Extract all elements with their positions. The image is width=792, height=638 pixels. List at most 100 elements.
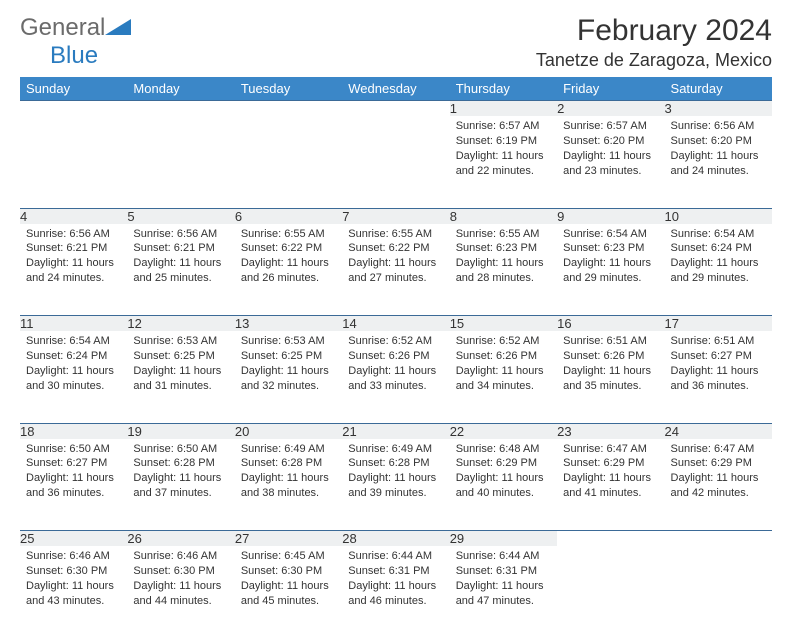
day-number-cell: 28 <box>342 531 449 547</box>
sunset-text: Sunset: 6:26 PM <box>348 349 443 364</box>
daylight-text: Daylight: 11 hours and 46 minutes. <box>348 579 443 609</box>
sunset-text: Sunset: 6:30 PM <box>133 564 228 579</box>
calendar-head: SundayMondayTuesdayWednesdayThursdayFrid… <box>20 77 772 101</box>
day-detail-cell: Sunrise: 6:48 AMSunset: 6:29 PMDaylight:… <box>450 439 557 531</box>
calendar-table: SundayMondayTuesdayWednesdayThursdayFrid… <box>20 77 772 638</box>
day-header-row: SundayMondayTuesdayWednesdayThursdayFrid… <box>20 77 772 101</box>
day-detail-cell: Sunrise: 6:56 AMSunset: 6:20 PMDaylight:… <box>665 116 772 208</box>
day-detail-cell: Sunrise: 6:51 AMSunset: 6:27 PMDaylight:… <box>665 331 772 423</box>
sunrise-text: Sunrise: 6:54 AM <box>563 227 658 242</box>
daylight-text: Daylight: 11 hours and 43 minutes. <box>26 579 121 609</box>
day-detail: Sunrise: 6:57 AMSunset: 6:20 PMDaylight:… <box>557 116 664 184</box>
sunset-text: Sunset: 6:26 PM <box>456 349 551 364</box>
day-number-cell: 29 <box>450 531 557 547</box>
week-detail-row: Sunrise: 6:57 AMSunset: 6:19 PMDaylight:… <box>20 116 772 208</box>
sunset-text: Sunset: 6:24 PM <box>671 241 766 256</box>
day-detail: Sunrise: 6:52 AMSunset: 6:26 PMDaylight:… <box>342 331 449 399</box>
sunset-text: Sunset: 6:27 PM <box>26 456 121 471</box>
title-block: February 2024 Tanetze de Zaragoza, Mexic… <box>536 14 772 71</box>
sunrise-text: Sunrise: 6:45 AM <box>241 549 336 564</box>
day-header: Wednesday <box>342 77 449 101</box>
day-number-cell: 22 <box>450 423 557 439</box>
sunrise-text: Sunrise: 6:49 AM <box>241 442 336 457</box>
sunset-text: Sunset: 6:31 PM <box>348 564 443 579</box>
day-detail: Sunrise: 6:51 AMSunset: 6:26 PMDaylight:… <box>557 331 664 399</box>
day-detail-cell: Sunrise: 6:53 AMSunset: 6:25 PMDaylight:… <box>235 331 342 423</box>
week-detail-row: Sunrise: 6:46 AMSunset: 6:30 PMDaylight:… <box>20 546 772 638</box>
day-detail-cell: Sunrise: 6:55 AMSunset: 6:22 PMDaylight:… <box>235 224 342 316</box>
sunset-text: Sunset: 6:29 PM <box>563 456 658 471</box>
week-number-row: 11121314151617 <box>20 316 772 332</box>
day-detail-cell: Sunrise: 6:52 AMSunset: 6:26 PMDaylight:… <box>342 331 449 423</box>
week-detail-row: Sunrise: 6:56 AM Sunset: 6:21 PM Daylight:… <box>20 224 772 316</box>
day-detail: Sunrise: 6:48 AMSunset: 6:29 PMDaylight:… <box>450 439 557 507</box>
day-detail: Sunrise: 6:44 AMSunset: 6:31 PMDaylight:… <box>450 546 557 614</box>
day-detail: Sunrise: 6:46 AMSunset: 6:30 PMDaylight:… <box>20 546 127 614</box>
day-header: Thursday <box>450 77 557 101</box>
sunset-text: Sunset: 6:19 PM <box>456 134 551 149</box>
daylight-text: Daylight: 11 hours and 24 minutes. <box>671 149 766 179</box>
sunset-text: Sunset: 6:29 PM <box>456 456 551 471</box>
sunset-text: Sunset: 6:24 PM <box>26 349 121 364</box>
week-number-row: 18192021222324 <box>20 423 772 439</box>
sunrise-text: Sunrise: 6:56 AM <box>133 227 228 242</box>
day-detail-cell: Sunrise: 6:50 AMSunset: 6:27 PMDaylight:… <box>20 439 127 531</box>
daylight-text: Daylight: 11 hours and 33 minutes. <box>348 364 443 394</box>
day-detail: Sunrise: 6:57 AMSunset: 6:19 PMDaylight:… <box>450 116 557 184</box>
day-detail-cell: Sunrise: 6:56 AMSunset: 6:21 PMDaylight:… <box>127 224 234 316</box>
daylight-text: Daylight: 11 hours and 29 minutes. <box>563 256 658 286</box>
sunset-text: Sunset: 6:22 PM <box>348 241 443 256</box>
sunset-text: Sunset: 6:28 PM <box>348 456 443 471</box>
day-number-cell <box>342 101 449 117</box>
sunset-text: Sunset: 6:31 PM <box>456 564 551 579</box>
sunset-text: Sunset: 6:30 PM <box>26 564 121 579</box>
day-number-cell: 15 <box>450 316 557 332</box>
day-number-cell: 20 <box>235 423 342 439</box>
sunrise-text: Sunrise: 6:51 AM <box>671 334 766 349</box>
day-detail-cell: Sunrise: 6:54 AMSunset: 6:24 PMDaylight:… <box>20 331 127 423</box>
week-number-row: 2526272829 <box>20 531 772 547</box>
logo: General Blue <box>20 14 131 70</box>
daylight-text: Daylight: 11 hours and 41 minutes. <box>563 471 658 501</box>
day-number-cell: 27 <box>235 531 342 547</box>
day-number-cell: 24 <box>665 423 772 439</box>
daylight-text: Daylight: 11 hours and 40 minutes. <box>456 471 551 501</box>
page-title: February 2024 <box>536 14 772 48</box>
day-detail-cell <box>342 116 449 208</box>
day-detail-cell: Sunrise: 6:44 AMSunset: 6:31 PMDaylight:… <box>342 546 449 638</box>
sunrise-text: Sunrise: 6:44 AM <box>348 549 443 564</box>
sunrise-text: Sunrise: 6:44 AM <box>456 549 551 564</box>
day-detail: Sunrise: 6:50 AMSunset: 6:28 PMDaylight:… <box>127 439 234 507</box>
sunrise-text: Sunrise: 6:52 AM <box>456 334 551 349</box>
logo-blue: Blue <box>50 42 98 69</box>
day-detail-cell: Sunrise: 6:46 AMSunset: 6:30 PMDaylight:… <box>127 546 234 638</box>
day-number-cell: 16 <box>557 316 664 332</box>
daylight-text: Daylight: 11 hours and 44 minutes. <box>133 579 228 609</box>
logo-triangle-icon <box>105 14 131 42</box>
calendar-body: 123Sunrise: 6:57 AMSunset: 6:19 PMDaylig… <box>20 101 772 638</box>
day-detail: Sunrise: 6:45 AMSunset: 6:30 PMDaylight:… <box>235 546 342 614</box>
day-detail-cell: Sunrise: 6:50 AMSunset: 6:28 PMDaylight:… <box>127 439 234 531</box>
day-detail: Sunrise: 6:46 AMSunset: 6:30 PMDaylight:… <box>127 546 234 614</box>
daylight-text: Daylight: 11 hours and 31 minutes. <box>133 364 228 394</box>
day-number-cell: 10 <box>665 208 772 224</box>
day-detail-cell: Sunrise: 6:49 AMSunset: 6:28 PMDaylight:… <box>342 439 449 531</box>
sunrise-text: Sunrise: 6:47 AM <box>671 442 766 457</box>
day-detail: Sunrise: 6:49 AMSunset: 6:28 PMDaylight:… <box>235 439 342 507</box>
sunrise-text: Sunrise: 6:50 AM <box>133 442 228 457</box>
sunrise-text: Sunrise: 6:55 AM <box>348 227 443 242</box>
day-number-cell <box>557 531 664 547</box>
sunset-text: Sunset: 6:21 PM <box>26 241 121 256</box>
day-detail-cell: Sunrise: 6:49 AMSunset: 6:28 PMDaylight:… <box>235 439 342 531</box>
header: General Blue February 2024 Tanetze de Za… <box>20 14 772 71</box>
day-number-cell: 6 <box>235 208 342 224</box>
day-number-cell: 14 <box>342 316 449 332</box>
location: Tanetze de Zaragoza, Mexico <box>536 50 772 71</box>
day-number-cell <box>235 101 342 117</box>
day-detail: Sunrise: 6:53 AMSunset: 6:25 PMDaylight:… <box>127 331 234 399</box>
day-detail: Sunrise: 6:55 AMSunset: 6:22 PMDaylight:… <box>342 224 449 292</box>
sunset-text: Sunset: 6:20 PM <box>563 134 658 149</box>
day-number-cell: 26 <box>127 531 234 547</box>
day-detail-cell: Sunrise: 6:47 AMSunset: 6:29 PMDaylight:… <box>557 439 664 531</box>
sunset-text: Sunset: 6:27 PM <box>671 349 766 364</box>
